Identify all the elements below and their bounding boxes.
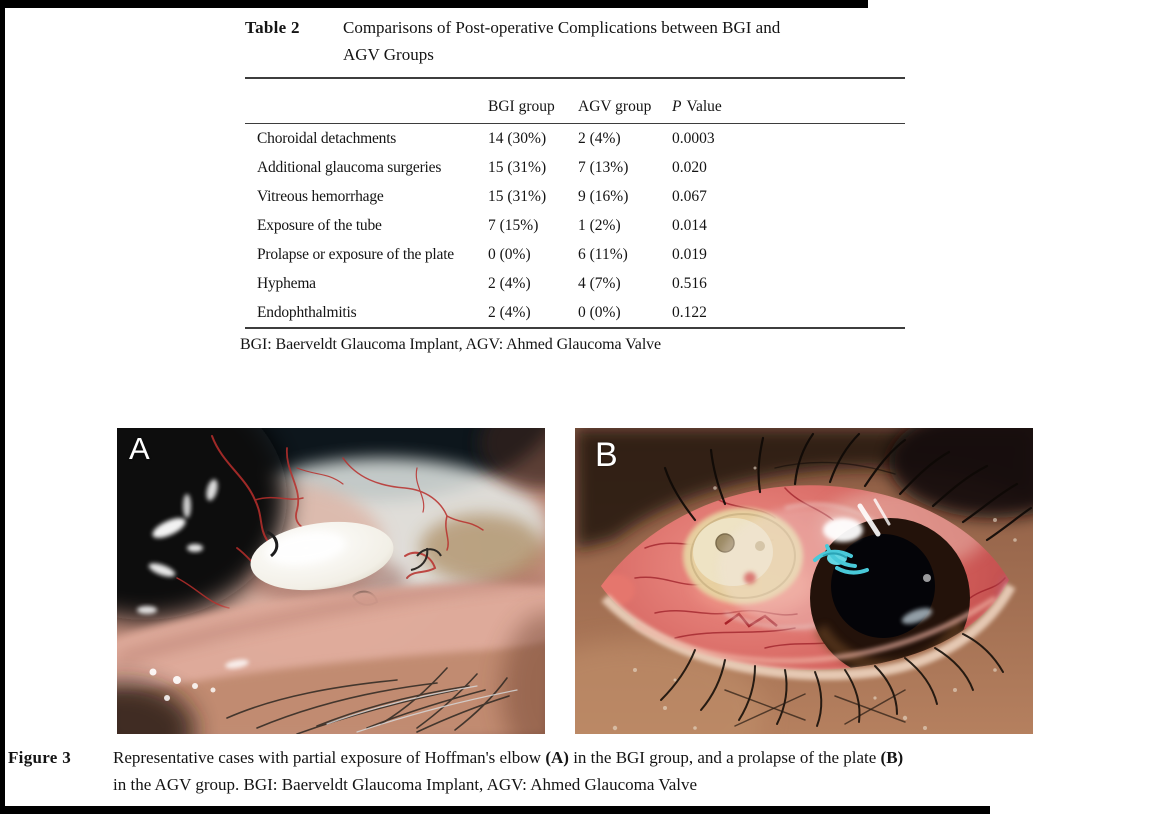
table-title-text: Comparisons of Post-operative Complicati… [343, 14, 905, 68]
caption-bold-a: (A) [545, 748, 569, 767]
bgi-value: 15 (31%) [488, 187, 547, 205]
table-2-block: Table 2 Comparisons of Post-operative Co… [240, 14, 905, 354]
page-frame-bottom [0, 806, 990, 814]
page-frame-left [0, 0, 5, 814]
complication-label: Exposure of the tube [257, 216, 382, 234]
caption-bold-b: (B) [880, 748, 904, 767]
figure-caption-line1: Representative cases with partial exposu… [113, 744, 1156, 771]
complication-label: Choroidal detachments [257, 129, 397, 147]
complication-label: Vitreous hemorrhage [257, 187, 384, 205]
bgi-value: 0 (0%) [488, 245, 531, 263]
p-value: 0.516 [672, 274, 707, 292]
caption-text: Representative cases with partial exposu… [113, 748, 546, 767]
complications-table: BGI group AGV group P Value Choroidal det… [245, 77, 905, 329]
table-row: Exposure of the tube 7 (15%) 1 (2%) 0.01… [245, 211, 905, 240]
table-row: Hyphema 2 (4%) 4 (7%) 0.516 [245, 269, 905, 298]
table-row: Endophthalmitis 2 (4%) 0 (0%) 0.122 [245, 298, 905, 328]
column-header-pvalue: P Value [664, 78, 905, 124]
table-header-row: BGI group AGV group P Value [245, 78, 905, 124]
agv-value: 0 (0%) [578, 303, 621, 321]
panel-b-label: B [595, 436, 618, 474]
panel-a-label: A [129, 431, 150, 466]
p-value: 0.067 [672, 187, 707, 205]
p-value: 0.122 [672, 303, 707, 321]
agv-value: 7 (13%) [578, 158, 629, 176]
header-spacer [245, 78, 480, 124]
complication-label: Prolapse or exposure of the plate [257, 245, 454, 263]
figure-caption-text: Representative cases with partial exposu… [113, 744, 1156, 798]
table-title: Table 2 Comparisons of Post-operative Co… [245, 14, 905, 68]
table-title-line2: AGV Groups [343, 45, 434, 64]
value-text: Value [686, 98, 722, 115]
column-header-agv: AGV group [578, 98, 652, 115]
bgi-value: 14 (30%) [488, 129, 547, 147]
eye-photo-panel-b [575, 428, 1033, 734]
caption-text: in the BGI group, and a prolapse of the … [568, 748, 881, 767]
eye-photo-b-illustration [575, 428, 1033, 734]
complication-label: Hyphema [257, 274, 316, 292]
table-number-label: Table 2 [245, 18, 300, 37]
column-header-bgi: BGI group [488, 98, 555, 115]
table-row: Additional glaucoma surgeries 15 (31%) 7… [245, 153, 905, 182]
bgi-value: 7 (15%) [488, 216, 539, 234]
table-row: Vitreous hemorrhage 15 (31%) 9 (16%) 0.0… [245, 182, 905, 211]
figure-caption: Figure 3 Representative cases with parti… [8, 744, 1156, 798]
agv-value: 4 (7%) [578, 274, 621, 292]
table-footnote: BGI: Baerveldt Glaucoma Implant, AGV: Ah… [240, 336, 662, 353]
p-value: 0.020 [672, 158, 707, 176]
bgi-value: 15 (31%) [488, 158, 547, 176]
agv-value: 1 (2%) [578, 216, 621, 234]
agv-value: 6 (11%) [578, 245, 628, 263]
p-value: 0.0003 [672, 129, 715, 147]
page-frame-top [0, 0, 868, 8]
eye-photo-panel-a [117, 428, 545, 734]
figure-number-label: Figure 3 [8, 748, 71, 767]
table-row: Prolapse or exposure of the plate 0 (0%)… [245, 240, 905, 269]
figure-caption-line2: in the AGV group. BGI: Baerveldt Glaucom… [113, 775, 698, 794]
p-italic: P [672, 98, 682, 115]
complication-label: Additional glaucoma surgeries [257, 158, 442, 176]
bgi-value: 2 (4%) [488, 303, 531, 321]
table-title-line1: Comparisons of Post-operative Complicati… [343, 18, 781, 37]
table-row: Choroidal detachments 14 (30%) 2 (4%) 0.… [245, 124, 905, 154]
agv-value: 9 (16%) [578, 187, 629, 205]
agv-value: 2 (4%) [578, 129, 621, 147]
p-value: 0.014 [672, 216, 707, 234]
complication-label: Endophthalmitis [257, 303, 357, 321]
eye-photo-a-illustration [117, 428, 545, 734]
bgi-value: 2 (4%) [488, 274, 531, 292]
p-value: 0.019 [672, 245, 707, 263]
